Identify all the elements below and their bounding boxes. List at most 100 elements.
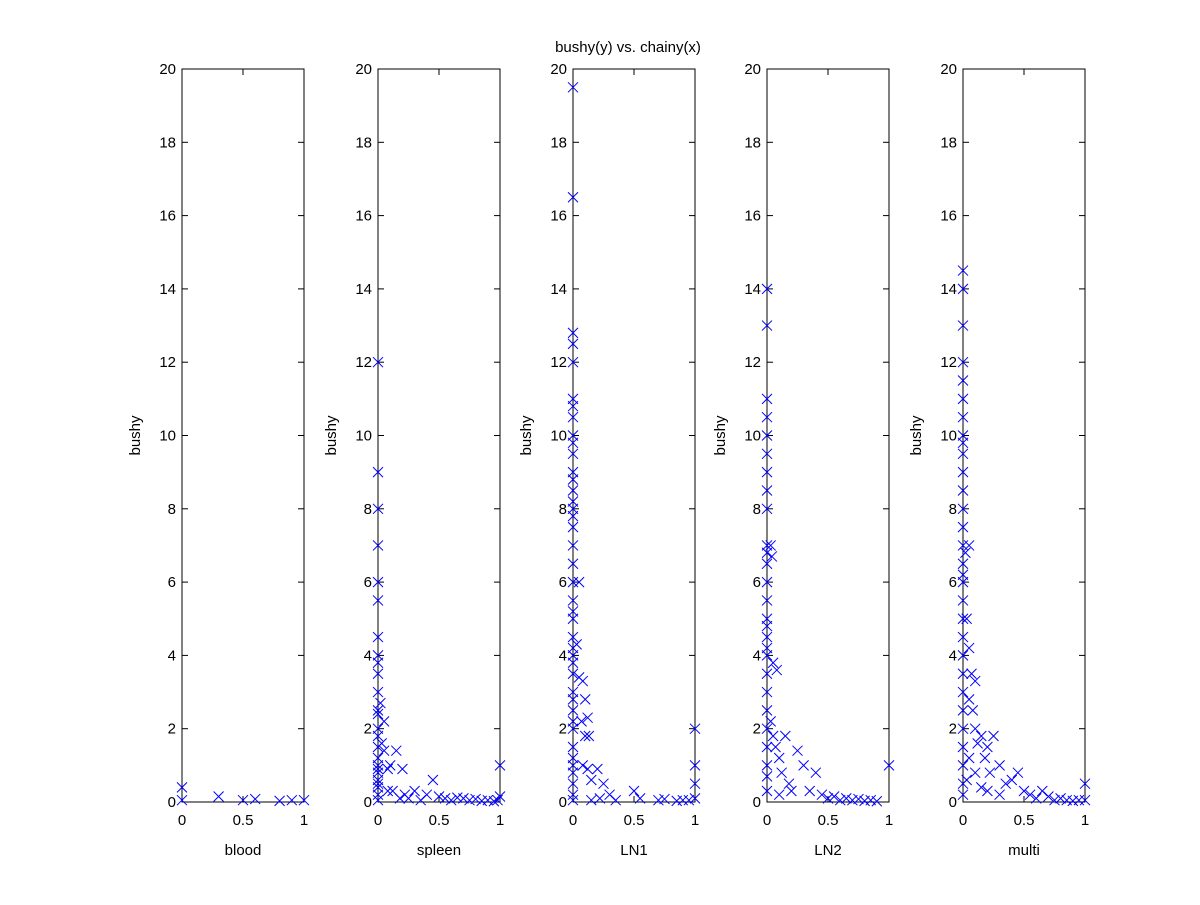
data-point [439,792,451,804]
data-point [957,393,969,405]
data-point [975,730,987,742]
x-tick-label: 1 [1081,812,1089,829]
y-tick-label: 18 [940,134,957,151]
x-tick-label: 1 [691,812,699,829]
data-point [298,794,310,806]
data-point [567,356,579,368]
data-point [979,752,991,764]
data-point [567,794,579,806]
data-point [634,792,646,804]
data-point [957,558,969,570]
data-point [871,795,883,807]
x-axis-label: LN2 [814,842,842,859]
y-tick-label: 4 [364,647,372,664]
data-point [372,708,384,720]
data-point [969,767,981,779]
data-point [761,448,773,460]
y-tick-label: 20 [940,61,957,78]
y-tick-label: 20 [355,61,372,78]
data-point [582,712,593,724]
data-point [770,741,781,753]
data-point [577,759,589,771]
y-tick-label: 14 [159,281,176,298]
x-tick-label: 1 [496,812,504,829]
y-tick-label: 6 [559,574,567,591]
data-point [567,437,579,449]
data-point [969,723,981,735]
data-point [689,723,701,735]
data-point [765,540,777,551]
data-point [567,411,579,423]
data-point [761,393,773,405]
y-tick-label: 6 [753,574,761,591]
data-point [761,558,773,570]
data-point [176,781,188,793]
data-point [957,503,969,515]
data-point [372,686,384,698]
data-point [592,763,603,775]
data-point [828,791,840,802]
data-point [1073,794,1085,806]
data-point [761,723,773,735]
y-tick-label: 20 [744,61,761,78]
data-point [1043,791,1054,802]
y-tick-label: 8 [168,501,176,518]
y-tick-label: 10 [550,428,567,445]
data-point [963,540,975,551]
data-point [372,789,384,801]
y-tick-label: 8 [559,501,567,518]
data-point [567,778,579,790]
data-point [492,794,503,806]
data-point [761,503,773,515]
data-point [1018,785,1030,797]
data-point [567,327,579,339]
data-point [994,789,1005,801]
data-point [967,705,979,716]
x-axis-label: blood [225,842,262,859]
data-point [573,576,585,588]
y-tick-label: 20 [159,61,176,78]
data-point [372,668,384,680]
data-point [957,705,969,716]
data-point [761,686,773,698]
y-tick-label: 18 [159,134,176,151]
data-point [972,738,983,749]
y-tick-label: 0 [753,794,761,811]
y-tick-label: 16 [159,208,176,225]
data-point [567,448,579,460]
axes-box [766,68,890,803]
data-point [966,668,977,680]
data-point [957,723,969,735]
y-axis-label: bushy [323,415,340,456]
data-point [583,730,595,742]
x-tick-label: 0.5 [624,812,645,829]
data-point [378,745,390,757]
x-tick-label: 0.5 [818,812,839,829]
data-point [957,789,969,801]
data-point [984,767,996,779]
y-tick-label: 12 [550,354,567,371]
data-point [761,631,773,643]
data-point [567,558,579,570]
data-point [567,595,579,606]
data-point [994,759,1005,771]
y-tick-label: 0 [559,794,567,811]
data-point [1079,778,1091,790]
data-point [567,510,579,522]
data-point [783,778,795,790]
data-point [372,657,384,669]
data-point [975,781,987,793]
y-axis-label: bushy [908,415,925,456]
data-point [957,437,969,449]
data-point [957,283,969,295]
data-point [237,794,249,806]
data-point [659,793,670,805]
x-tick-label: 0 [569,812,577,829]
data-point [567,705,579,716]
subplot-LN1: 0 2 4 6 8 10 12 14 16 18 20 0 0.5 1 LN1 bushy [518,61,701,859]
data-point [376,738,388,749]
y-tick-label: 10 [355,428,372,445]
data-point [779,730,791,742]
data-point [567,789,579,801]
y-tick-label: 4 [559,647,567,664]
